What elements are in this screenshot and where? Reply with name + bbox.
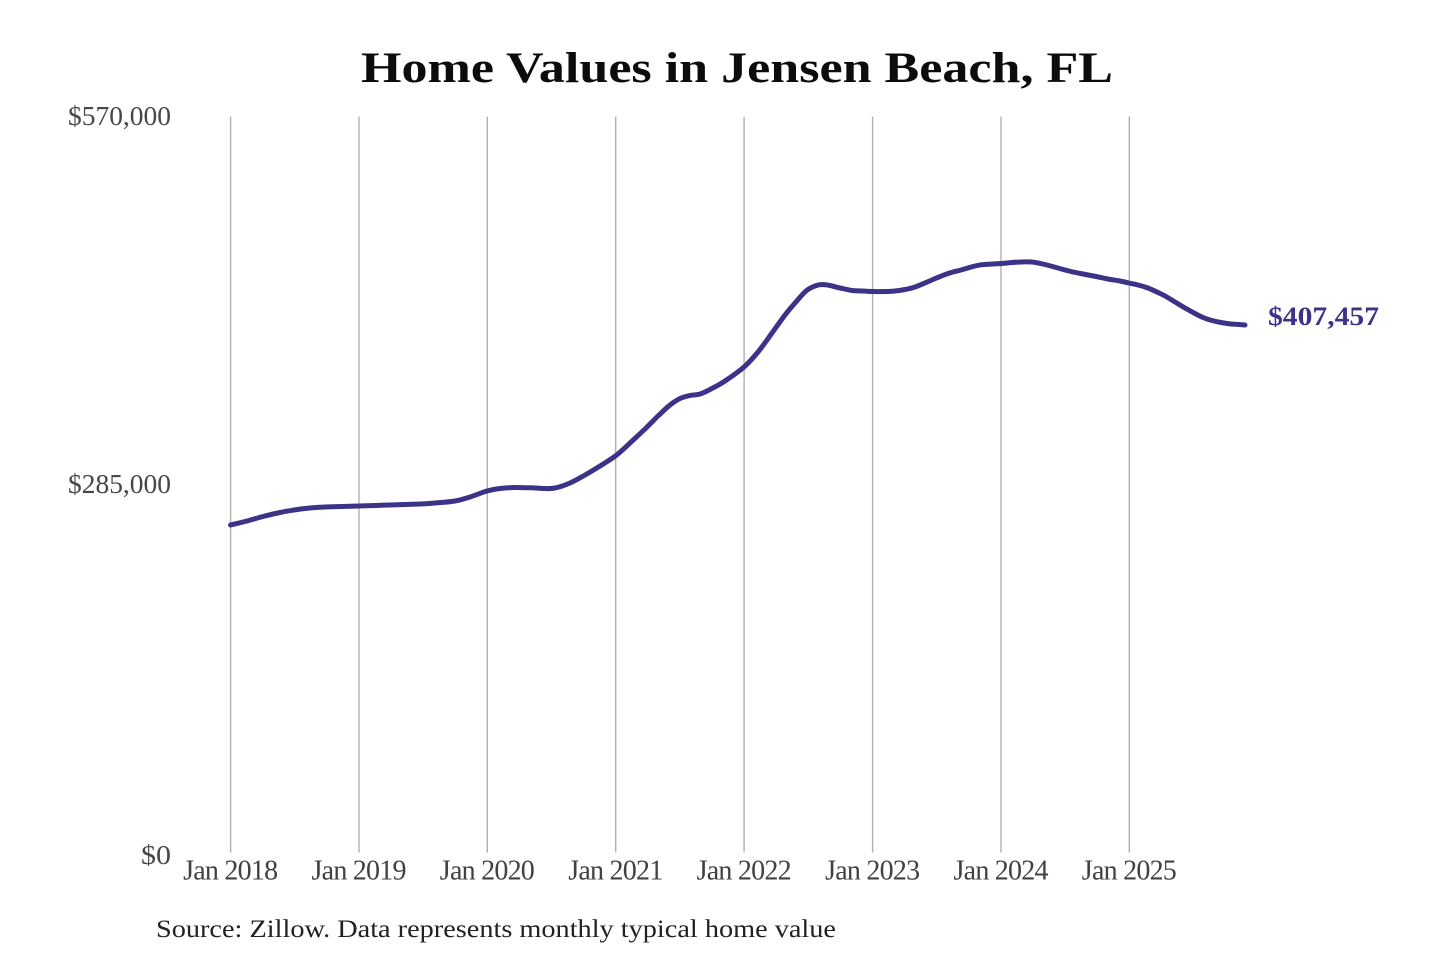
svg-text:Jan 2019: Jan 2019 [312,856,407,887]
svg-text:Jan 2023: Jan 2023 [825,856,920,887]
svg-text:Jan 2022: Jan 2022 [697,856,792,887]
svg-text:Jan 2025: Jan 2025 [1082,856,1177,887]
svg-text:Source: Zillow. Data represent: Source: Zillow. Data represents monthly … [156,916,836,943]
svg-text:Home Values in Jensen Beach, F: Home Values in Jensen Beach, FL [361,45,1113,92]
svg-text:Jan 2021: Jan 2021 [568,856,663,887]
svg-text:Jan 2020: Jan 2020 [440,856,535,887]
svg-text:$285,000: $285,000 [68,469,171,499]
svg-text:Jan 2024: Jan 2024 [954,856,1049,887]
svg-text:Jan 2018: Jan 2018 [183,856,278,887]
svg-text:$0: $0 [141,840,171,870]
svg-text:$570,000: $570,000 [68,101,171,131]
svg-text:$407,457: $407,457 [1268,302,1379,331]
